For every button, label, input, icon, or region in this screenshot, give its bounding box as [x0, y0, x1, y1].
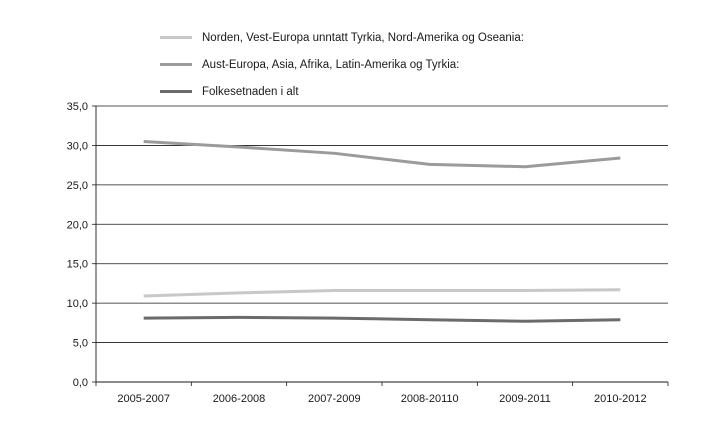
legend: Norden, Vest-Europa unntatt Tyrkia, Nord… — [160, 24, 524, 105]
legend-item-2: Folkesetnaden i alt — [160, 78, 524, 105]
x-tick-label: 2005-2007 — [117, 393, 170, 405]
series-lines — [143, 139, 621, 323]
series-line-0 — [143, 288, 621, 298]
y-tick-labels: 0,0 5,0 10,0 15,0 20,0 25,0 30,0 35,0 — [67, 101, 88, 389]
y-tick-label: 0,0 — [73, 377, 88, 389]
y-tick-label: 5,0 — [73, 338, 88, 350]
legend-item-1: Aust-Europa, Asia, Afrika, Latin-Amerika… — [160, 51, 524, 78]
x-tick-label: 2010-2012 — [594, 393, 647, 405]
y-tick-label: 10,0 — [67, 298, 88, 310]
legend-label-0: Norden, Vest-Europa unntatt Tyrkia, Nord… — [202, 31, 524, 44]
legend-swatch-0 — [160, 36, 192, 39]
y-tick-label: 30,0 — [67, 140, 88, 152]
legend-label-1: Aust-Europa, Asia, Afrika, Latin-Amerika… — [202, 58, 460, 71]
x-tick-label: 2006-2008 — [213, 393, 266, 405]
series-line-1 — [143, 139, 621, 169]
legend-swatch-2 — [160, 90, 192, 93]
y-tick-label: 35,0 — [67, 101, 88, 113]
axes — [92, 105, 669, 386]
y-tick-label: 20,0 — [67, 219, 88, 231]
x-tick-label: 2009-2011 — [499, 393, 551, 405]
series-line-2 — [143, 315, 621, 323]
legend-label-2: Folkesetnaden i alt — [202, 85, 299, 98]
legend-item-0: Norden, Vest-Europa unntatt Tyrkia, Nord… — [160, 24, 524, 51]
y-tick-label: 15,0 — [67, 259, 88, 271]
x-tick-labels: 2005-2007 2006-2008 2007-2009 2008-20110 200… — [117, 393, 646, 405]
x-tick-label: 2007-2009 — [308, 393, 361, 405]
x-tick-label: 2008-20110 — [401, 393, 459, 405]
grid — [96, 105, 668, 343]
legend-swatch-1 — [160, 63, 192, 66]
y-tick-label: 25,0 — [67, 180, 88, 192]
